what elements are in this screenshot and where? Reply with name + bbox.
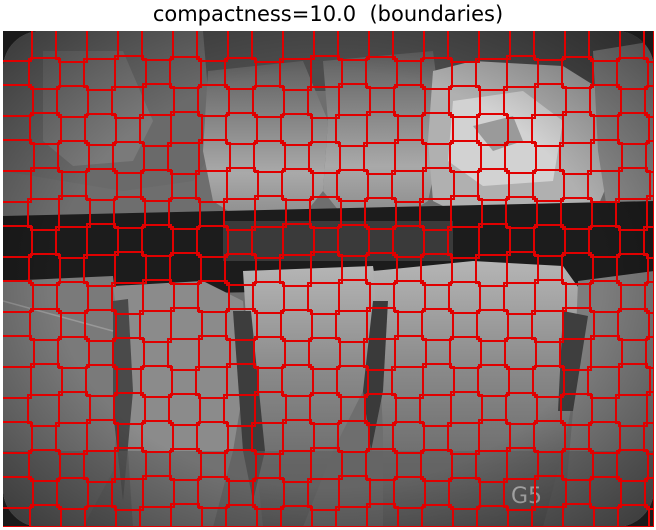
boundary-vertical	[251, 31, 259, 527]
boundary-vertical	[391, 31, 399, 527]
boundary-vertical	[279, 31, 287, 527]
boundary-vertical	[531, 31, 539, 527]
boundary-horizontal	[3, 363, 654, 371]
boundary-horizontal	[3, 223, 654, 231]
boundary-vertical	[559, 31, 567, 527]
boundary-horizontal	[3, 195, 654, 203]
boundary-horizontal	[3, 503, 654, 511]
xray-figure: G5	[3, 31, 654, 527]
boundary-horizontal	[3, 279, 654, 287]
boundary-horizontal	[3, 419, 654, 427]
boundary-horizontal	[3, 391, 654, 399]
boundary-vertical	[223, 31, 231, 527]
boundary-horizontal	[3, 139, 654, 147]
boundary-horizontal	[3, 111, 654, 119]
boundary-horizontal	[3, 447, 654, 455]
boundary-vertical	[55, 31, 63, 527]
boundary-vertical	[307, 31, 315, 527]
boundary-vertical	[83, 31, 91, 527]
boundary-vertical	[447, 31, 455, 527]
boundary-vertical	[615, 31, 623, 527]
boundary-horizontal	[3, 251, 654, 259]
boundary-vertical	[419, 31, 427, 527]
boundary-vertical	[111, 31, 119, 527]
boundary-vertical	[195, 31, 203, 527]
xray-image: G5	[3, 31, 654, 527]
boundary-vertical	[587, 31, 595, 527]
boundary-horizontal	[3, 475, 654, 483]
boundary-vertical	[335, 31, 343, 527]
boundary-horizontal	[3, 55, 654, 63]
boundary-vertical	[167, 31, 175, 527]
boundary-vertical	[475, 31, 483, 527]
boundary-vertical	[643, 31, 651, 527]
figure-title: compactness=10.0 (boundaries)	[152, 2, 504, 26]
boundary-vertical	[503, 31, 511, 527]
boundary-horizontal	[3, 335, 654, 343]
boundary-vertical	[363, 31, 371, 527]
boundary-horizontal	[3, 307, 654, 315]
boundary-vertical	[139, 31, 147, 527]
boundary-vertical	[27, 31, 35, 527]
boundary-horizontal	[3, 83, 654, 91]
superpixel-boundaries	[3, 31, 654, 527]
boundary-horizontal	[3, 167, 654, 175]
